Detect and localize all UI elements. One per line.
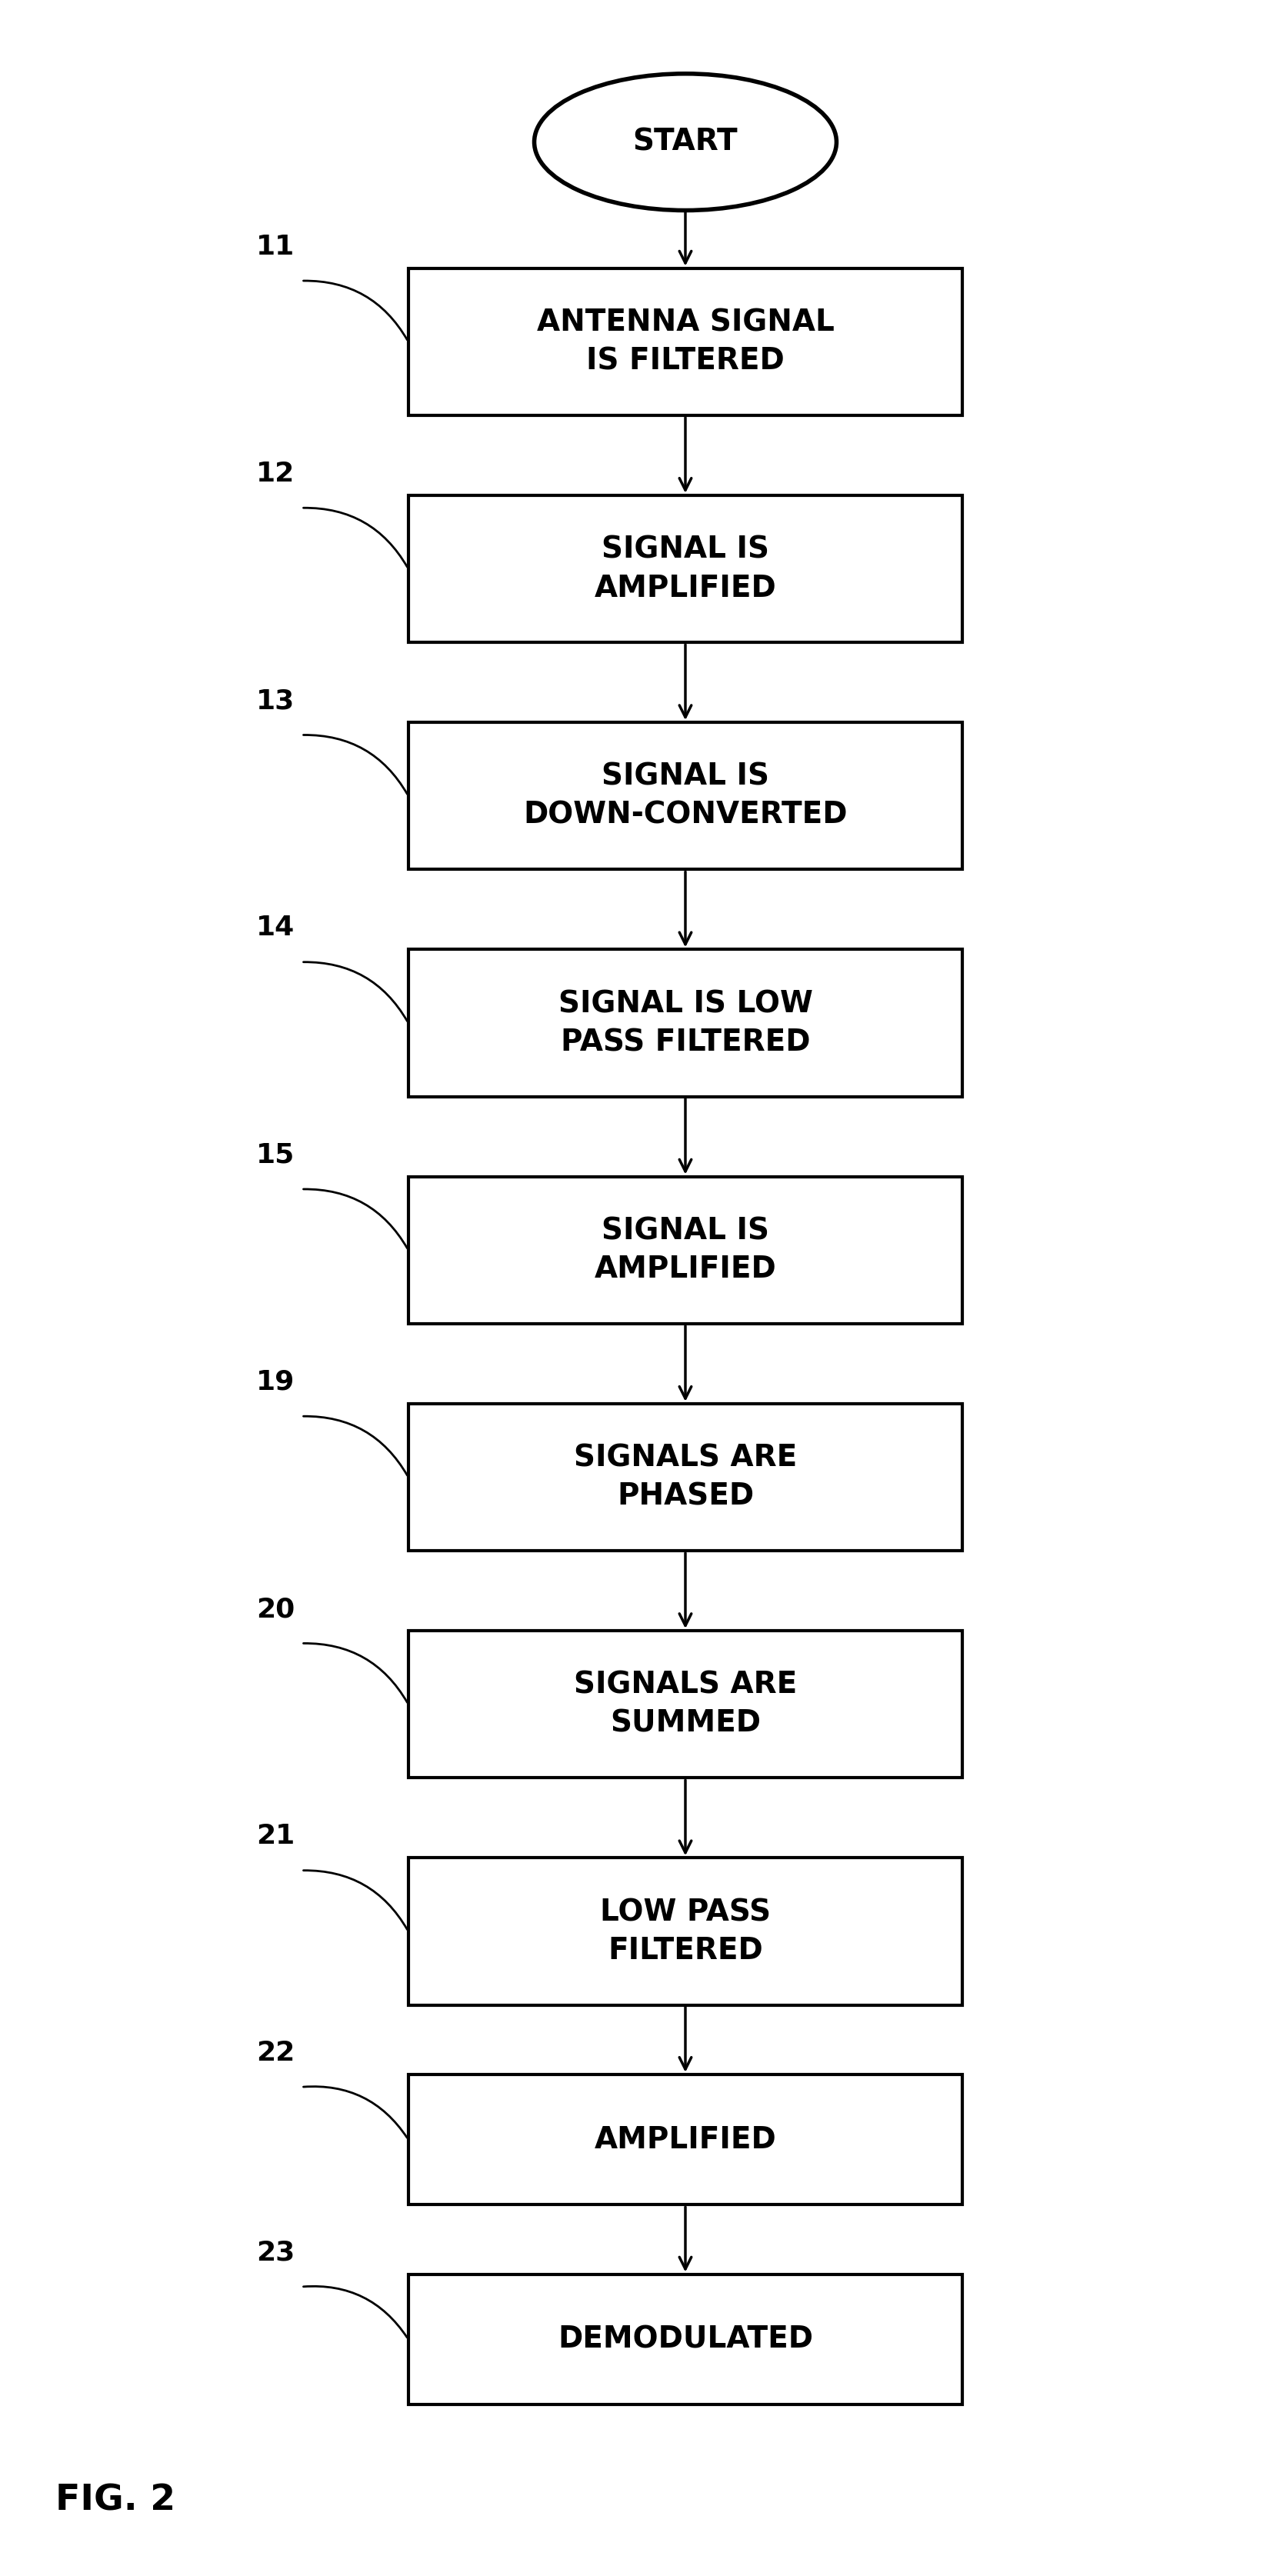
FancyBboxPatch shape: [409, 1177, 963, 1324]
FancyBboxPatch shape: [409, 1404, 963, 1551]
Text: 23: 23: [257, 2239, 295, 2267]
Text: 13: 13: [257, 688, 295, 714]
Text: SIGNALS ARE
PHASED: SIGNALS ARE PHASED: [574, 1443, 798, 1512]
Text: ANTENNA SIGNAL
IS FILTERED: ANTENNA SIGNAL IS FILTERED: [536, 309, 834, 376]
Text: SIGNAL IS
AMPLIFIED: SIGNAL IS AMPLIFIED: [594, 1216, 776, 1283]
Text: START: START: [632, 126, 738, 157]
Text: SIGNAL IS LOW
PASS FILTERED: SIGNAL IS LOW PASS FILTERED: [558, 989, 813, 1056]
Text: SIGNAL IS
DOWN-CONVERTED: SIGNAL IS DOWN-CONVERTED: [523, 762, 847, 829]
FancyBboxPatch shape: [409, 721, 963, 871]
Text: 14: 14: [257, 914, 295, 940]
Text: 11: 11: [257, 234, 295, 260]
Text: 15: 15: [257, 1141, 295, 1167]
Text: 20: 20: [257, 1597, 295, 1623]
Text: FIG. 2: FIG. 2: [56, 2483, 175, 2519]
FancyBboxPatch shape: [409, 951, 963, 1097]
Text: SIGNALS ARE
SUMMED: SIGNALS ARE SUMMED: [574, 1669, 798, 1739]
Text: 21: 21: [257, 1824, 295, 1850]
Text: LOW PASS
FILTERED: LOW PASS FILTERED: [599, 1899, 771, 1965]
Text: SIGNAL IS
AMPLIFIED: SIGNAL IS AMPLIFIED: [594, 536, 776, 603]
Text: 22: 22: [257, 2040, 295, 2066]
FancyBboxPatch shape: [409, 1857, 963, 2004]
Ellipse shape: [535, 75, 837, 211]
FancyBboxPatch shape: [409, 268, 963, 415]
FancyBboxPatch shape: [409, 2275, 963, 2403]
Text: 12: 12: [257, 461, 295, 487]
FancyBboxPatch shape: [409, 2074, 963, 2205]
Text: DEMODULATED: DEMODULATED: [558, 2324, 813, 2354]
Text: AMPLIFIED: AMPLIFIED: [594, 2125, 776, 2154]
FancyBboxPatch shape: [409, 495, 963, 641]
FancyBboxPatch shape: [409, 1631, 963, 1777]
Text: 19: 19: [257, 1368, 295, 1396]
